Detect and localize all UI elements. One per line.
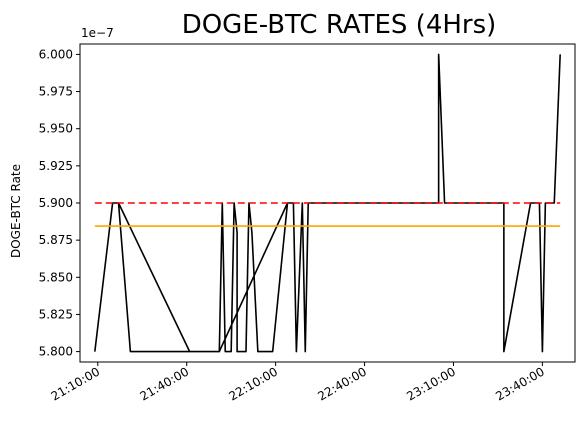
- y-tick-label: 5.800: [39, 345, 73, 359]
- price-line: [94, 53, 561, 353]
- x-tick-label: 23:40:00: [493, 364, 547, 403]
- y-tick-label: 5.975: [39, 85, 73, 99]
- axes-layer: 5.800 5.825 5.850 5.875 5.900 5.925 5.950 5.975…: [39, 43, 576, 404]
- x-tick-label: 22:10:00: [226, 364, 280, 403]
- y-axis-label: DOGE-BTC Rate: [9, 164, 23, 258]
- series-layer: [94, 53, 561, 353]
- y-tick-label: 5.825: [39, 307, 73, 321]
- y-tick-label: 5.875: [39, 233, 73, 247]
- y-tick-label: 5.950: [39, 122, 73, 136]
- y-tick-label: 5.900: [39, 196, 73, 210]
- x-tick-label: 22:40:00: [315, 364, 369, 403]
- x-tick-label: 21:10:00: [49, 364, 103, 403]
- y-axis-offset-label: 1e−7: [81, 26, 114, 40]
- chart-title: DOGE-BTC RATES (4Hrs): [182, 10, 497, 40]
- x-tick-label: 21:40:00: [138, 364, 192, 403]
- y-tick-label: 5.925: [39, 159, 73, 173]
- x-tick-label: 23:10:00: [404, 364, 458, 403]
- y-tick-label: 5.850: [39, 270, 73, 284]
- y-tick-label: 6.000: [39, 47, 73, 61]
